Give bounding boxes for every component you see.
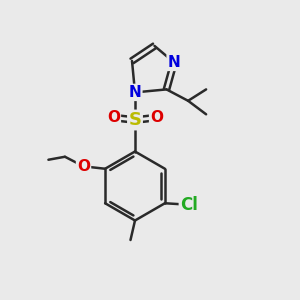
Text: O: O: [107, 110, 120, 125]
Text: Cl: Cl: [180, 196, 198, 214]
Text: N: N: [168, 55, 180, 70]
Text: N: N: [129, 85, 141, 100]
Text: O: O: [150, 110, 163, 125]
Text: S: S: [128, 111, 142, 129]
Text: O: O: [77, 159, 90, 174]
